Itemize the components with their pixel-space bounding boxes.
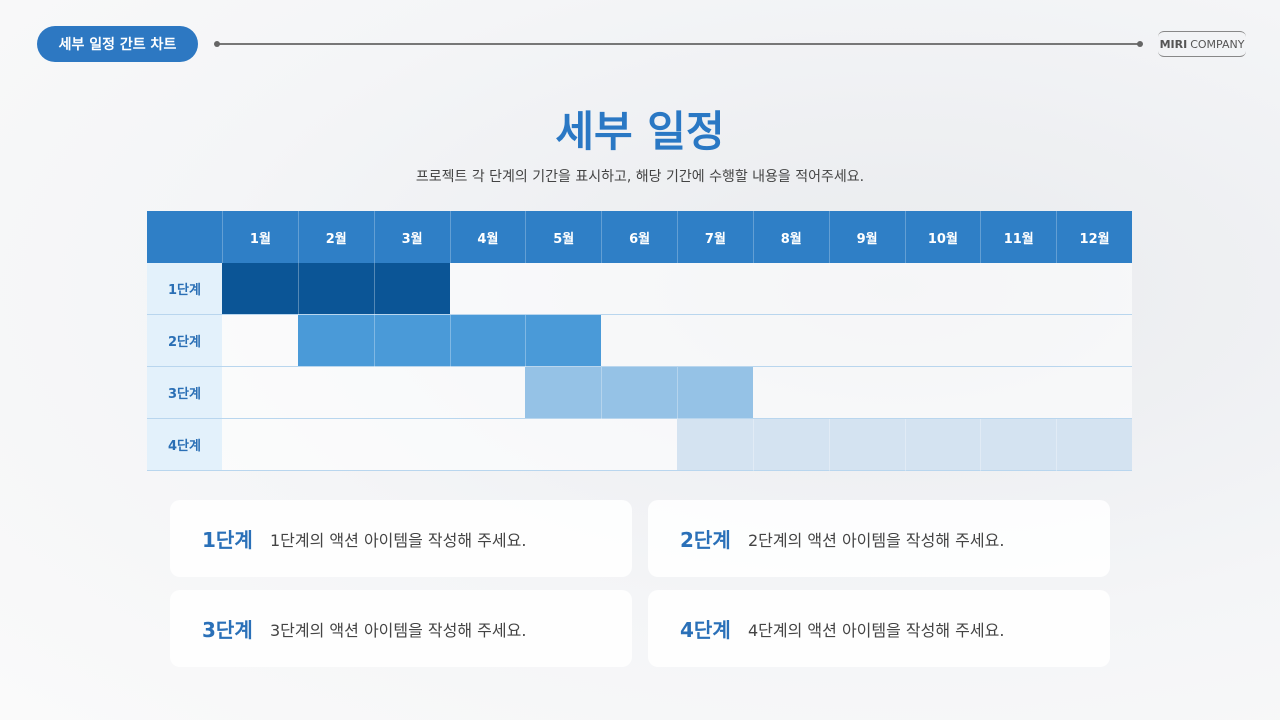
bar-divider [980, 419, 982, 471]
bar-divider [373, 315, 375, 367]
bar-divider [752, 419, 754, 471]
header-rule [216, 43, 1141, 45]
gantt-bar [222, 263, 450, 315]
bar-divider [373, 263, 375, 315]
row-label: 1단계 [147, 263, 222, 315]
rule-dot [214, 41, 220, 47]
rule-dot [1137, 41, 1143, 47]
gantt-bar [677, 419, 1132, 471]
action-card: 1단계 1단계의 액션 아이템을 작성해 주세요. [170, 500, 632, 577]
card-text: 3단계의 액션 아이템을 작성해 주세요. [270, 620, 527, 640]
header-row [147, 211, 1132, 263]
month-header: 3월 [373, 211, 450, 263]
brand-rest: COMPANY [1190, 37, 1245, 51]
row-label: 3단계 [147, 367, 222, 419]
month-header: 9월 [828, 211, 905, 263]
subtitle: 프로젝트 각 단계의 기간을 표시하고, 해당 기간에 수행할 내용을 적어주세… [415, 169, 865, 185]
month-header: 2월 [297, 211, 374, 263]
month-header: 11월 [980, 211, 1056, 263]
month-header: 12월 [1056, 211, 1132, 263]
card-text: 1단계의 액션 아이템을 작성해 주세요. [270, 530, 527, 550]
action-card: 3단계 3단계의 액션 아이템을 작성해 주세요. [170, 590, 632, 667]
brand-bold: MIRI [1159, 37, 1188, 51]
month-header: 1월 [222, 211, 298, 263]
bar-divider [1056, 419, 1058, 471]
month-header: 8월 [752, 211, 829, 263]
month-header: 6월 [601, 211, 677, 263]
action-card: 4단계 4단계의 액션 아이템을 작성해 주세요. [648, 590, 1110, 667]
month-header: 7월 [677, 211, 753, 263]
card-text: 4단계의 액션 아이템을 작성해 주세요. [748, 620, 1005, 640]
card-text: 2단계의 액션 아이템을 작성해 주세요. [748, 530, 1005, 550]
brand: MIRI COMPANY [1158, 31, 1246, 57]
action-card: 2단계 2단계의 액션 아이템을 작성해 주세요. [648, 500, 1110, 577]
card-label: 2단계 [680, 528, 731, 552]
card-label: 3단계 [202, 618, 253, 642]
bar-divider [525, 315, 527, 367]
month-header: 10월 [904, 211, 981, 263]
bar-divider [601, 367, 603, 419]
month-header: 4월 [449, 211, 526, 263]
bar-divider [677, 367, 678, 419]
month-header: 5월 [525, 211, 601, 263]
gantt-bar [525, 367, 753, 419]
gantt-table: 1월 2월 3월 4월 5월 6월 7월 8월 9월 10월 11월 12월 1단계 2단계 3단계 4단계 [147, 211, 1132, 471]
row-label: 4단계 [147, 419, 222, 471]
gantt-bar [297, 315, 602, 367]
title: 세부 일정 [555, 107, 725, 156]
bar-divider [449, 315, 451, 367]
card-label: 1단계 [202, 528, 253, 552]
bar-divider [828, 419, 830, 471]
bar-divider [904, 419, 906, 471]
card-label: 4단계 [680, 618, 731, 642]
row-label: 2단계 [147, 315, 222, 367]
header-tag: 세부 일정 간트 차트 [37, 26, 198, 62]
bar-divider [297, 263, 299, 315]
